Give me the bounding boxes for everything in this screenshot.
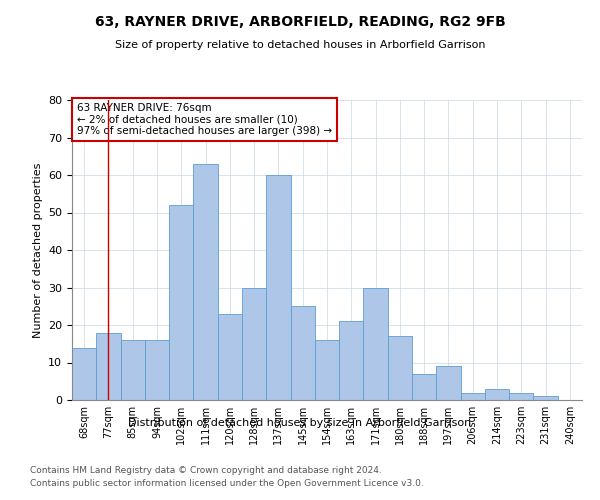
Bar (169, 205, 193, 400)
Text: Contains HM Land Registry data © Crown copyright and database right 2024.: Contains HM Land Registry data © Crown c… (30, 466, 382, 475)
Bar (193, 164, 218, 400)
Bar (266, 175, 290, 400)
Bar (121, 340, 145, 400)
Bar (315, 340, 339, 400)
Bar (461, 392, 485, 400)
Bar (509, 392, 533, 400)
Text: Distribution of detached houses by size in Arborfield Garrison: Distribution of detached houses by size … (128, 418, 472, 428)
Bar (96, 332, 121, 400)
Bar (533, 396, 558, 400)
Bar (339, 322, 364, 400)
Text: 63 RAYNER DRIVE: 76sqm
← 2% of detached houses are smaller (10)
97% of semi-deta: 63 RAYNER DRIVE: 76sqm ← 2% of detached … (77, 103, 332, 136)
Bar (388, 336, 412, 400)
Text: Contains public sector information licensed under the Open Government Licence v3: Contains public sector information licen… (30, 478, 424, 488)
Bar (364, 288, 388, 400)
Y-axis label: Number of detached properties: Number of detached properties (32, 162, 43, 338)
Text: 63, RAYNER DRIVE, ARBORFIELD, READING, RG2 9FB: 63, RAYNER DRIVE, ARBORFIELD, READING, R… (95, 15, 505, 29)
Bar (218, 314, 242, 400)
Text: Size of property relative to detached houses in Arborfield Garrison: Size of property relative to detached ho… (115, 40, 485, 50)
Bar (436, 366, 461, 400)
Bar (290, 306, 315, 400)
Bar (72, 348, 96, 400)
Bar (242, 288, 266, 400)
Bar (145, 340, 169, 400)
Bar (485, 389, 509, 400)
Bar (412, 374, 436, 400)
